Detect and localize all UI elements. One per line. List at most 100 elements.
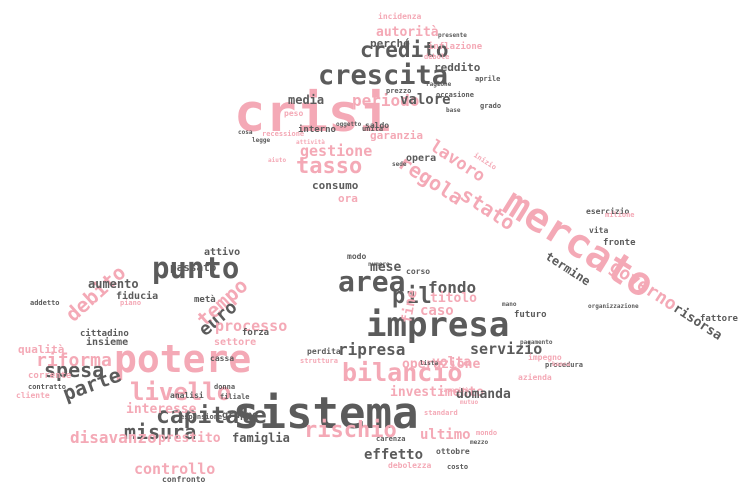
- word-potere: potere: [114, 337, 252, 381]
- word-debolezza: debolezza: [388, 461, 432, 470]
- word-impegno: impegno: [528, 353, 562, 362]
- word-caso: caso: [420, 303, 454, 319]
- word-inflazione: inflazione: [428, 42, 483, 52]
- word-legge: legge: [252, 137, 271, 144]
- word-cosa: cosa: [238, 129, 253, 136]
- word-gruppo: gruppo: [222, 410, 259, 421]
- word-oggetto: oggetto: [336, 121, 362, 128]
- word-insieme: insieme: [86, 337, 129, 348]
- word-cittadino: cittadino: [80, 329, 129, 339]
- word-grado: grado: [480, 102, 502, 110]
- word-lista: lista: [420, 360, 439, 367]
- word-espansione: espansione: [180, 413, 223, 421]
- word-peso: peso: [284, 109, 304, 118]
- word-sede: sede: [392, 161, 407, 168]
- word-prezzo: prezzo: [386, 87, 412, 95]
- word-fronte: fronte: [603, 238, 636, 248]
- word-crisi: crisi: [234, 84, 391, 144]
- word-interesse: interesse: [126, 402, 197, 417]
- word-recessione: recessione: [262, 130, 305, 138]
- word-mondo: mondo: [476, 429, 498, 437]
- word-autorita: autorità: [376, 25, 439, 40]
- word-impresa: impresa: [366, 305, 510, 345]
- word-rischio: rischio: [304, 418, 397, 443]
- word-volta: volta: [432, 355, 472, 370]
- word-periodo: periodo: [352, 91, 420, 110]
- word-processo: processo: [215, 317, 288, 335]
- word-ottobre: ottobre: [436, 447, 470, 456]
- word-media: media: [288, 93, 325, 107]
- word-area: area: [338, 265, 406, 298]
- word-valore: valore: [400, 92, 451, 108]
- word-confronto: confronto: [162, 475, 206, 484]
- word-garanzia: garanzia: [370, 129, 423, 142]
- word-aumento: aumento: [88, 277, 139, 291]
- word-credito: credito: [360, 38, 449, 62]
- word-capacita: capacità: [440, 387, 469, 394]
- word-addetto: addetto: [30, 299, 60, 307]
- word-modo: modo: [347, 252, 367, 261]
- word-banca: banca: [552, 361, 571, 368]
- word-prestito: prestito: [158, 431, 221, 446]
- word-interno: interno: [298, 125, 336, 135]
- word-saldo: saldo: [365, 121, 390, 130]
- word-ragione: ragione: [426, 81, 452, 88]
- word-numero: numero: [368, 261, 390, 268]
- word-mutuo: mutuo: [460, 399, 479, 406]
- word-disavanzo: disavanzo: [70, 428, 157, 447]
- word-meta: metà: [194, 295, 216, 305]
- word-tasso: tasso: [296, 154, 363, 179]
- word-consumo: consumo: [312, 179, 359, 192]
- word-fondo: fondo: [428, 278, 477, 297]
- word-operazione: operazione: [402, 357, 481, 372]
- word-passato: passato: [170, 261, 217, 274]
- word-donna: donna: [214, 383, 236, 391]
- word-aprile: aprile: [475, 75, 501, 83]
- word-stato: stato: [456, 182, 520, 236]
- word-debole: debole: [424, 53, 450, 61]
- word-reddito: reddito: [434, 61, 481, 74]
- word-investimento: investimento: [390, 385, 484, 400]
- word-riforma: riforma: [36, 350, 112, 371]
- word-milione: milione: [605, 211, 635, 219]
- word-opera: opera: [406, 153, 437, 164]
- word-misura: misura: [124, 420, 197, 444]
- word-ultimo: ultimo: [420, 427, 471, 443]
- word-bilancio: bilancio: [342, 358, 463, 387]
- word-organizzazione: organizzazione: [588, 303, 639, 310]
- word-spesa: spesa: [44, 358, 105, 382]
- word-ora: ora: [338, 192, 358, 205]
- word-capitale: capitale: [156, 403, 267, 429]
- word-vita: vita: [589, 226, 609, 235]
- word-futuro: futuro: [514, 310, 547, 320]
- word-qualita: qualità: [18, 343, 65, 356]
- word-piano: piano: [120, 299, 142, 307]
- word-corso: corso: [406, 267, 431, 276]
- word-mese: mese: [370, 260, 402, 275]
- word-unita: unità: [362, 125, 384, 133]
- word-servizio: servizio: [470, 340, 543, 358]
- word-livello: livello: [130, 378, 232, 406]
- word-crescita: crescita: [318, 60, 449, 91]
- word-perdita: perdita: [307, 347, 341, 356]
- word-controllo: controllo: [134, 460, 216, 478]
- word-domanda: domanda: [456, 387, 511, 402]
- word-pagamento: pagamento: [520, 339, 553, 346]
- word-fattore: fattore: [700, 314, 738, 324]
- word-pil: pil: [392, 284, 432, 309]
- word-analisi: analisi: [170, 391, 204, 400]
- word-costo: costo: [447, 463, 469, 471]
- word-aiuto: aiuto: [268, 157, 287, 164]
- word-contratto: contratto: [28, 383, 66, 391]
- word-gestione: gestione: [300, 142, 373, 160]
- word-filiale: filiale: [220, 393, 250, 401]
- word-corrente: corrente: [28, 371, 72, 381]
- word-famiglia: famiglia: [232, 431, 290, 445]
- word-punto: punto: [152, 251, 240, 285]
- word-titolo: titolo: [430, 291, 477, 306]
- word-mezzo: mezzo: [470, 439, 489, 446]
- word-base: base: [446, 107, 461, 114]
- word-effetto: effetto: [364, 447, 424, 463]
- word-cliente: cliente: [16, 391, 50, 400]
